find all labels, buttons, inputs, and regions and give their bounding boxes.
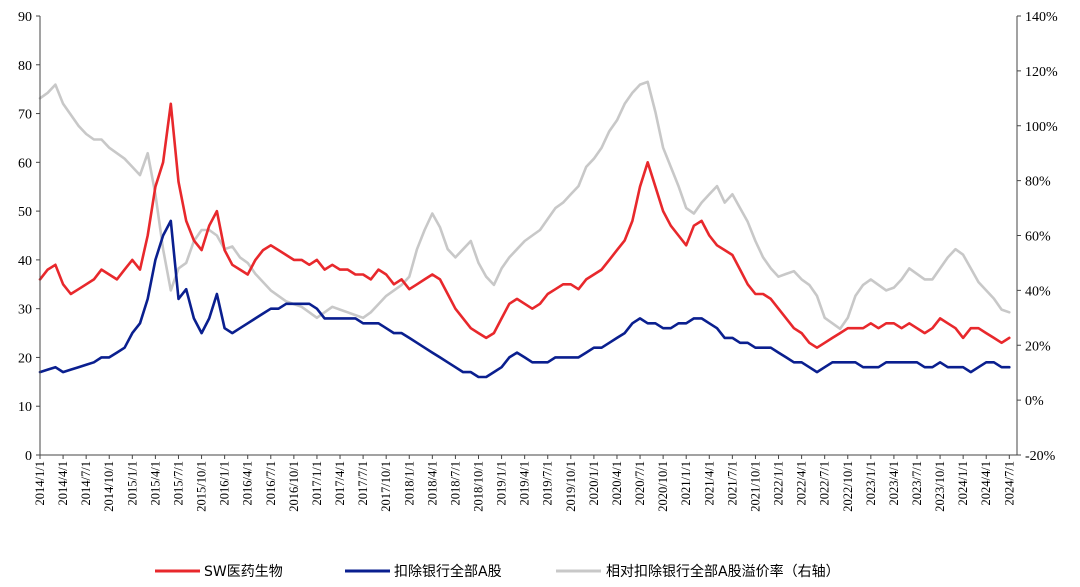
- x-tick-label: 2019/1/1: [495, 461, 509, 505]
- x-tick-label: 2014/1/1: [33, 461, 47, 505]
- x-tick-label: 2018/7/1: [448, 461, 462, 505]
- x-tick-label: 2017/4/1: [333, 461, 347, 505]
- right-y-tick-label: 40%: [1025, 284, 1051, 299]
- x-tick-label: 2016/10/1: [287, 461, 301, 512]
- x-tick-label: 2015/10/1: [195, 461, 209, 512]
- x-tick-label: 2023/7/1: [910, 461, 924, 505]
- right-y-tick-label: 20%: [1025, 339, 1051, 354]
- x-tick-label: 2020/1/1: [587, 461, 601, 505]
- x-tick-label: 2021/7/1: [725, 461, 739, 505]
- x-tick-label: 2016/4/1: [241, 461, 255, 505]
- legend-label-premium-rate: 相对扣除银行全部A股溢价率（右轴）: [606, 563, 840, 580]
- legend-label-sw-pharma: SW医药生物: [204, 564, 283, 580]
- x-tick-label: 2021/1/1: [679, 461, 693, 505]
- right-y-tick-label: 140%: [1025, 10, 1058, 25]
- right-y-tick-label: 120%: [1025, 65, 1058, 80]
- x-tick-label: 2022/10/1: [841, 461, 855, 512]
- x-tick-label: 2022/1/1: [772, 461, 786, 505]
- legend-item-premium-rate: 相对扣除银行全部A股溢价率（右轴）: [556, 563, 840, 580]
- x-tick-label: 2024/7/1: [1002, 461, 1016, 505]
- x-tick-label: 2016/1/1: [218, 461, 232, 505]
- left-y-tick-label: 70: [18, 108, 32, 123]
- x-tick-label: 2015/7/1: [171, 461, 185, 505]
- right-y-tick-label: 100%: [1025, 120, 1058, 135]
- x-tick-label: 2020/7/1: [633, 461, 647, 505]
- left-y-tick-label: 20: [18, 351, 32, 366]
- x-tick-label: 2023/10/1: [933, 461, 947, 512]
- x-tick-label: 2019/7/1: [541, 461, 555, 505]
- x-tick-label: 2016/7/1: [264, 461, 278, 505]
- series-layer: [38, 80, 1011, 379]
- legend: SW医药生物 扣除银行全部A股 相对扣除银行全部A股溢价率（右轴）: [155, 563, 840, 580]
- x-tick-label: 2015/4/1: [148, 461, 162, 505]
- legend-label-all-a-ex-banks: 扣除银行全部A股: [394, 563, 502, 580]
- x-tick-label: 2024/1/1: [956, 461, 970, 505]
- x-axis-ticks: 2014/1/1 2014/4/1 2014/7/1 2014/10/1 2015/1/…: [33, 455, 1016, 512]
- x-tick-label: 2024/4/1: [979, 461, 993, 505]
- left-y-tick-label: 40: [18, 254, 32, 269]
- x-tick-label: 2014/10/1: [102, 461, 116, 512]
- left-y-axis-ticks: 0 10 20 30 40 50 60 70 80 90: [18, 10, 40, 464]
- x-tick-label: 2017/1/1: [310, 461, 324, 505]
- axes-layer: [39, 16, 1018, 456]
- left-y-tick-label: 80: [18, 59, 32, 74]
- legend-item-all-a-ex-banks: 扣除银行全部A股: [345, 563, 502, 580]
- x-tick-label: 2019/10/1: [564, 461, 578, 512]
- series-line-sw-pharma: [38, 102, 1011, 350]
- x-tick-label: 2017/10/1: [379, 461, 393, 512]
- right-y-axis-ticks: -20% 0% 20% 40% 60% 80% 100% 120% 140%: [1017, 10, 1058, 464]
- right-y-tick-label: 60%: [1025, 230, 1051, 245]
- legend-item-sw-pharma: SW医药生物: [155, 564, 283, 580]
- x-tick-label: 2014/4/1: [56, 461, 70, 505]
- x-tick-label: 2020/4/1: [610, 461, 624, 505]
- x-tick-label: 2019/4/1: [518, 461, 532, 505]
- series-line-all-a-ex-banks: [38, 219, 1011, 379]
- x-tick-label: 2022/7/1: [818, 461, 832, 505]
- left-y-tick-label: 60: [18, 156, 32, 171]
- right-y-tick-label: 80%: [1025, 175, 1051, 190]
- x-tick-label: 2018/10/1: [471, 461, 485, 512]
- left-y-tick-label: 30: [18, 303, 32, 318]
- x-tick-label: 2020/10/1: [656, 461, 670, 512]
- x-tick-label: 2018/1/1: [402, 461, 416, 505]
- x-tick-label: 2018/4/1: [425, 461, 439, 505]
- x-tick-label: 2021/4/1: [702, 461, 716, 505]
- right-y-tick-label: -20%: [1025, 449, 1056, 464]
- x-tick-label: 2023/1/1: [864, 461, 878, 505]
- left-y-tick-label: 10: [18, 400, 32, 415]
- right-y-tick-label: 0%: [1025, 394, 1044, 409]
- x-tick-label: 2014/7/1: [79, 461, 93, 505]
- x-tick-label: 2017/7/1: [356, 461, 370, 505]
- x-tick-label: 2022/4/1: [795, 461, 809, 505]
- left-y-tick-label: 50: [18, 205, 32, 220]
- x-tick-label: 2021/10/1: [748, 461, 762, 512]
- series-line-premium-rate: [38, 80, 1011, 331]
- x-tick-label: 2015/1/1: [125, 461, 139, 505]
- left-y-tick-label: 90: [18, 10, 32, 25]
- x-tick-label: 2023/4/1: [887, 461, 901, 505]
- left-y-tick-label: 0: [25, 449, 32, 464]
